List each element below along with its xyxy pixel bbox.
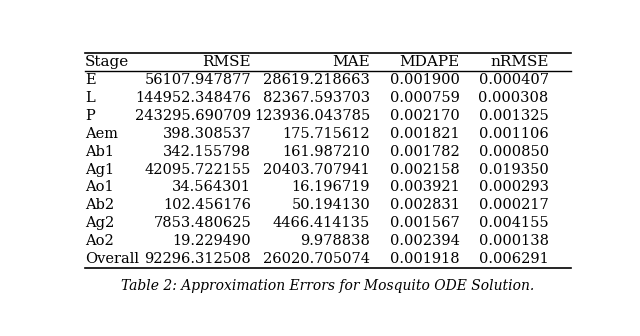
Text: Aem: Aem <box>85 127 118 141</box>
Text: 0.002394: 0.002394 <box>390 234 460 248</box>
Text: Ao2: Ao2 <box>85 234 114 248</box>
Text: 0.002831: 0.002831 <box>390 198 460 212</box>
Text: 0.000850: 0.000850 <box>479 145 548 159</box>
Text: 175.715612: 175.715612 <box>282 127 370 141</box>
Text: 26020.705074: 26020.705074 <box>263 252 370 266</box>
Text: 0.001918: 0.001918 <box>390 252 460 266</box>
Text: 161.987210: 161.987210 <box>282 145 370 159</box>
Text: 4466.414135: 4466.414135 <box>273 216 370 230</box>
Text: 0.019350: 0.019350 <box>479 163 548 177</box>
Text: 56107.947877: 56107.947877 <box>145 73 251 87</box>
Text: P: P <box>85 109 95 123</box>
Text: 0.001782: 0.001782 <box>390 145 460 159</box>
Text: 82367.593703: 82367.593703 <box>263 91 370 105</box>
Text: 0.002158: 0.002158 <box>390 163 460 177</box>
Text: 0.001106: 0.001106 <box>479 127 548 141</box>
Text: Ag2: Ag2 <box>85 216 114 230</box>
Text: 102.456176: 102.456176 <box>163 198 251 212</box>
Text: 34.564301: 34.564301 <box>172 180 251 195</box>
Text: 7853.480625: 7853.480625 <box>154 216 251 230</box>
Text: 0.006291: 0.006291 <box>479 252 548 266</box>
Text: 0.002170: 0.002170 <box>390 109 460 123</box>
Text: 0.003921: 0.003921 <box>390 180 460 195</box>
Text: Ao1: Ao1 <box>85 180 113 195</box>
Text: 50.194130: 50.194130 <box>291 198 370 212</box>
Text: 9.978838: 9.978838 <box>300 234 370 248</box>
Text: MDAPE: MDAPE <box>399 55 460 69</box>
Text: nRMSE: nRMSE <box>490 55 548 69</box>
Text: 0.004155: 0.004155 <box>479 216 548 230</box>
Text: 243295.690709: 243295.690709 <box>135 109 251 123</box>
Text: 0.000217: 0.000217 <box>479 198 548 212</box>
Text: 16.196719: 16.196719 <box>292 180 370 195</box>
Text: 42095.722155: 42095.722155 <box>145 163 251 177</box>
Text: Ab2: Ab2 <box>85 198 114 212</box>
Text: L: L <box>85 91 95 105</box>
Text: 123936.043785: 123936.043785 <box>254 109 370 123</box>
Text: 19.229490: 19.229490 <box>173 234 251 248</box>
Text: RMSE: RMSE <box>202 55 251 69</box>
Text: 0.000759: 0.000759 <box>390 91 460 105</box>
Text: 92296.312508: 92296.312508 <box>145 252 251 266</box>
Text: Overall: Overall <box>85 252 139 266</box>
Text: 342.155798: 342.155798 <box>163 145 251 159</box>
Text: 0.001567: 0.001567 <box>390 216 460 230</box>
Text: 0.000138: 0.000138 <box>479 234 548 248</box>
Text: Table 2: Approximation Errors for Mosquito ODE Solution.: Table 2: Approximation Errors for Mosqui… <box>122 279 534 293</box>
Text: 0.000308: 0.000308 <box>479 91 548 105</box>
Text: 0.001900: 0.001900 <box>390 73 460 87</box>
Text: 0.000293: 0.000293 <box>479 180 548 195</box>
Text: 0.000407: 0.000407 <box>479 73 548 87</box>
Text: 0.001821: 0.001821 <box>390 127 460 141</box>
Text: 28619.218663: 28619.218663 <box>263 73 370 87</box>
Text: Stage: Stage <box>85 55 129 69</box>
Text: 0.001325: 0.001325 <box>479 109 548 123</box>
Text: Ag1: Ag1 <box>85 163 114 177</box>
Text: 20403.707941: 20403.707941 <box>264 163 370 177</box>
Text: 398.308537: 398.308537 <box>163 127 251 141</box>
Text: MAE: MAE <box>332 55 370 69</box>
Text: 144952.348476: 144952.348476 <box>135 91 251 105</box>
Text: Ab1: Ab1 <box>85 145 114 159</box>
Text: E: E <box>85 73 95 87</box>
